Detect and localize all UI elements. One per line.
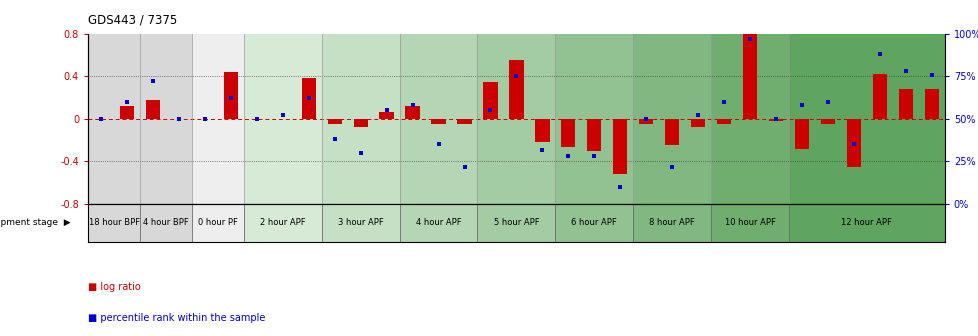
Point — [197, 116, 212, 122]
Bar — [871, 74, 886, 119]
Text: 6 hour APF: 6 hour APF — [571, 218, 616, 227]
Bar — [88, 34, 140, 204]
Point — [509, 74, 524, 79]
Bar — [820, 119, 834, 124]
Bar — [224, 72, 238, 119]
Point — [119, 99, 135, 104]
Bar — [301, 78, 316, 119]
Bar — [710, 204, 788, 242]
Bar — [555, 34, 633, 204]
Bar — [509, 60, 523, 119]
Point — [352, 150, 368, 156]
Point — [612, 184, 628, 190]
Text: 4 hour BPF: 4 hour BPF — [143, 218, 189, 227]
Point — [327, 137, 342, 142]
Point — [145, 79, 160, 84]
Bar — [710, 34, 788, 204]
Point — [897, 69, 912, 74]
Bar — [140, 204, 192, 242]
Text: 4 hour APF: 4 hour APF — [416, 218, 461, 227]
Point — [275, 113, 290, 118]
Bar — [322, 34, 399, 204]
Bar — [192, 204, 244, 242]
Bar — [794, 119, 808, 149]
Bar — [664, 119, 679, 145]
Point — [741, 36, 757, 41]
Point — [689, 113, 705, 118]
Point — [716, 99, 732, 104]
Bar — [846, 119, 860, 167]
Point — [482, 108, 498, 113]
Text: ■ log ratio: ■ log ratio — [88, 282, 141, 292]
Text: GDS443 / 7375: GDS443 / 7375 — [88, 14, 177, 27]
Point — [586, 154, 601, 159]
Bar — [146, 100, 160, 119]
Bar — [923, 89, 938, 119]
Point — [793, 102, 809, 108]
Bar — [322, 204, 399, 242]
Bar — [768, 119, 782, 121]
Text: 0 hour PF: 0 hour PF — [198, 218, 238, 227]
Text: 8 hour APF: 8 hour APF — [648, 218, 694, 227]
Bar — [431, 119, 445, 124]
Text: 12 hour APF: 12 hour APF — [840, 218, 891, 227]
Text: 10 hour APF: 10 hour APF — [724, 218, 775, 227]
Bar — [535, 119, 549, 142]
Bar — [633, 204, 710, 242]
Text: 2 hour APF: 2 hour APF — [260, 218, 305, 227]
Bar — [244, 204, 322, 242]
Point — [456, 164, 471, 169]
Bar — [587, 119, 600, 151]
Bar — [633, 34, 710, 204]
Point — [300, 96, 316, 101]
Point — [248, 116, 264, 122]
Point — [378, 108, 394, 113]
Bar — [353, 119, 368, 127]
Bar — [555, 204, 633, 242]
Bar — [742, 23, 756, 119]
Text: 5 hour APF: 5 hour APF — [493, 218, 539, 227]
Bar — [88, 204, 140, 242]
Bar — [612, 119, 627, 174]
Bar — [477, 204, 555, 242]
Point — [664, 164, 680, 169]
Bar — [788, 34, 944, 204]
Point — [171, 116, 187, 122]
Bar — [716, 119, 731, 124]
Point — [223, 96, 239, 101]
Bar — [560, 119, 575, 146]
Point — [404, 102, 420, 108]
Text: 18 hour BPF: 18 hour BPF — [88, 218, 140, 227]
Point — [638, 116, 653, 122]
Point — [430, 142, 446, 147]
Point — [534, 147, 550, 152]
Bar — [192, 34, 244, 204]
Text: ■ percentile rank within the sample: ■ percentile rank within the sample — [88, 312, 265, 323]
Bar — [457, 119, 471, 124]
Point — [93, 116, 109, 122]
Bar — [483, 82, 497, 119]
Bar — [405, 106, 420, 119]
Bar — [399, 34, 477, 204]
Bar — [477, 34, 555, 204]
Bar — [119, 106, 134, 119]
Bar — [898, 89, 912, 119]
Bar — [140, 34, 192, 204]
Text: 3 hour APF: 3 hour APF — [337, 218, 383, 227]
Point — [560, 154, 576, 159]
Bar — [788, 204, 944, 242]
Point — [845, 142, 861, 147]
Bar — [690, 119, 704, 127]
Bar — [639, 119, 652, 124]
Bar — [379, 113, 393, 119]
Point — [768, 116, 783, 122]
Bar — [328, 119, 341, 124]
Point — [871, 51, 887, 57]
Text: development stage  ▶: development stage ▶ — [0, 218, 70, 227]
Bar — [399, 204, 477, 242]
Point — [923, 72, 939, 77]
Point — [820, 99, 835, 104]
Bar — [244, 34, 322, 204]
